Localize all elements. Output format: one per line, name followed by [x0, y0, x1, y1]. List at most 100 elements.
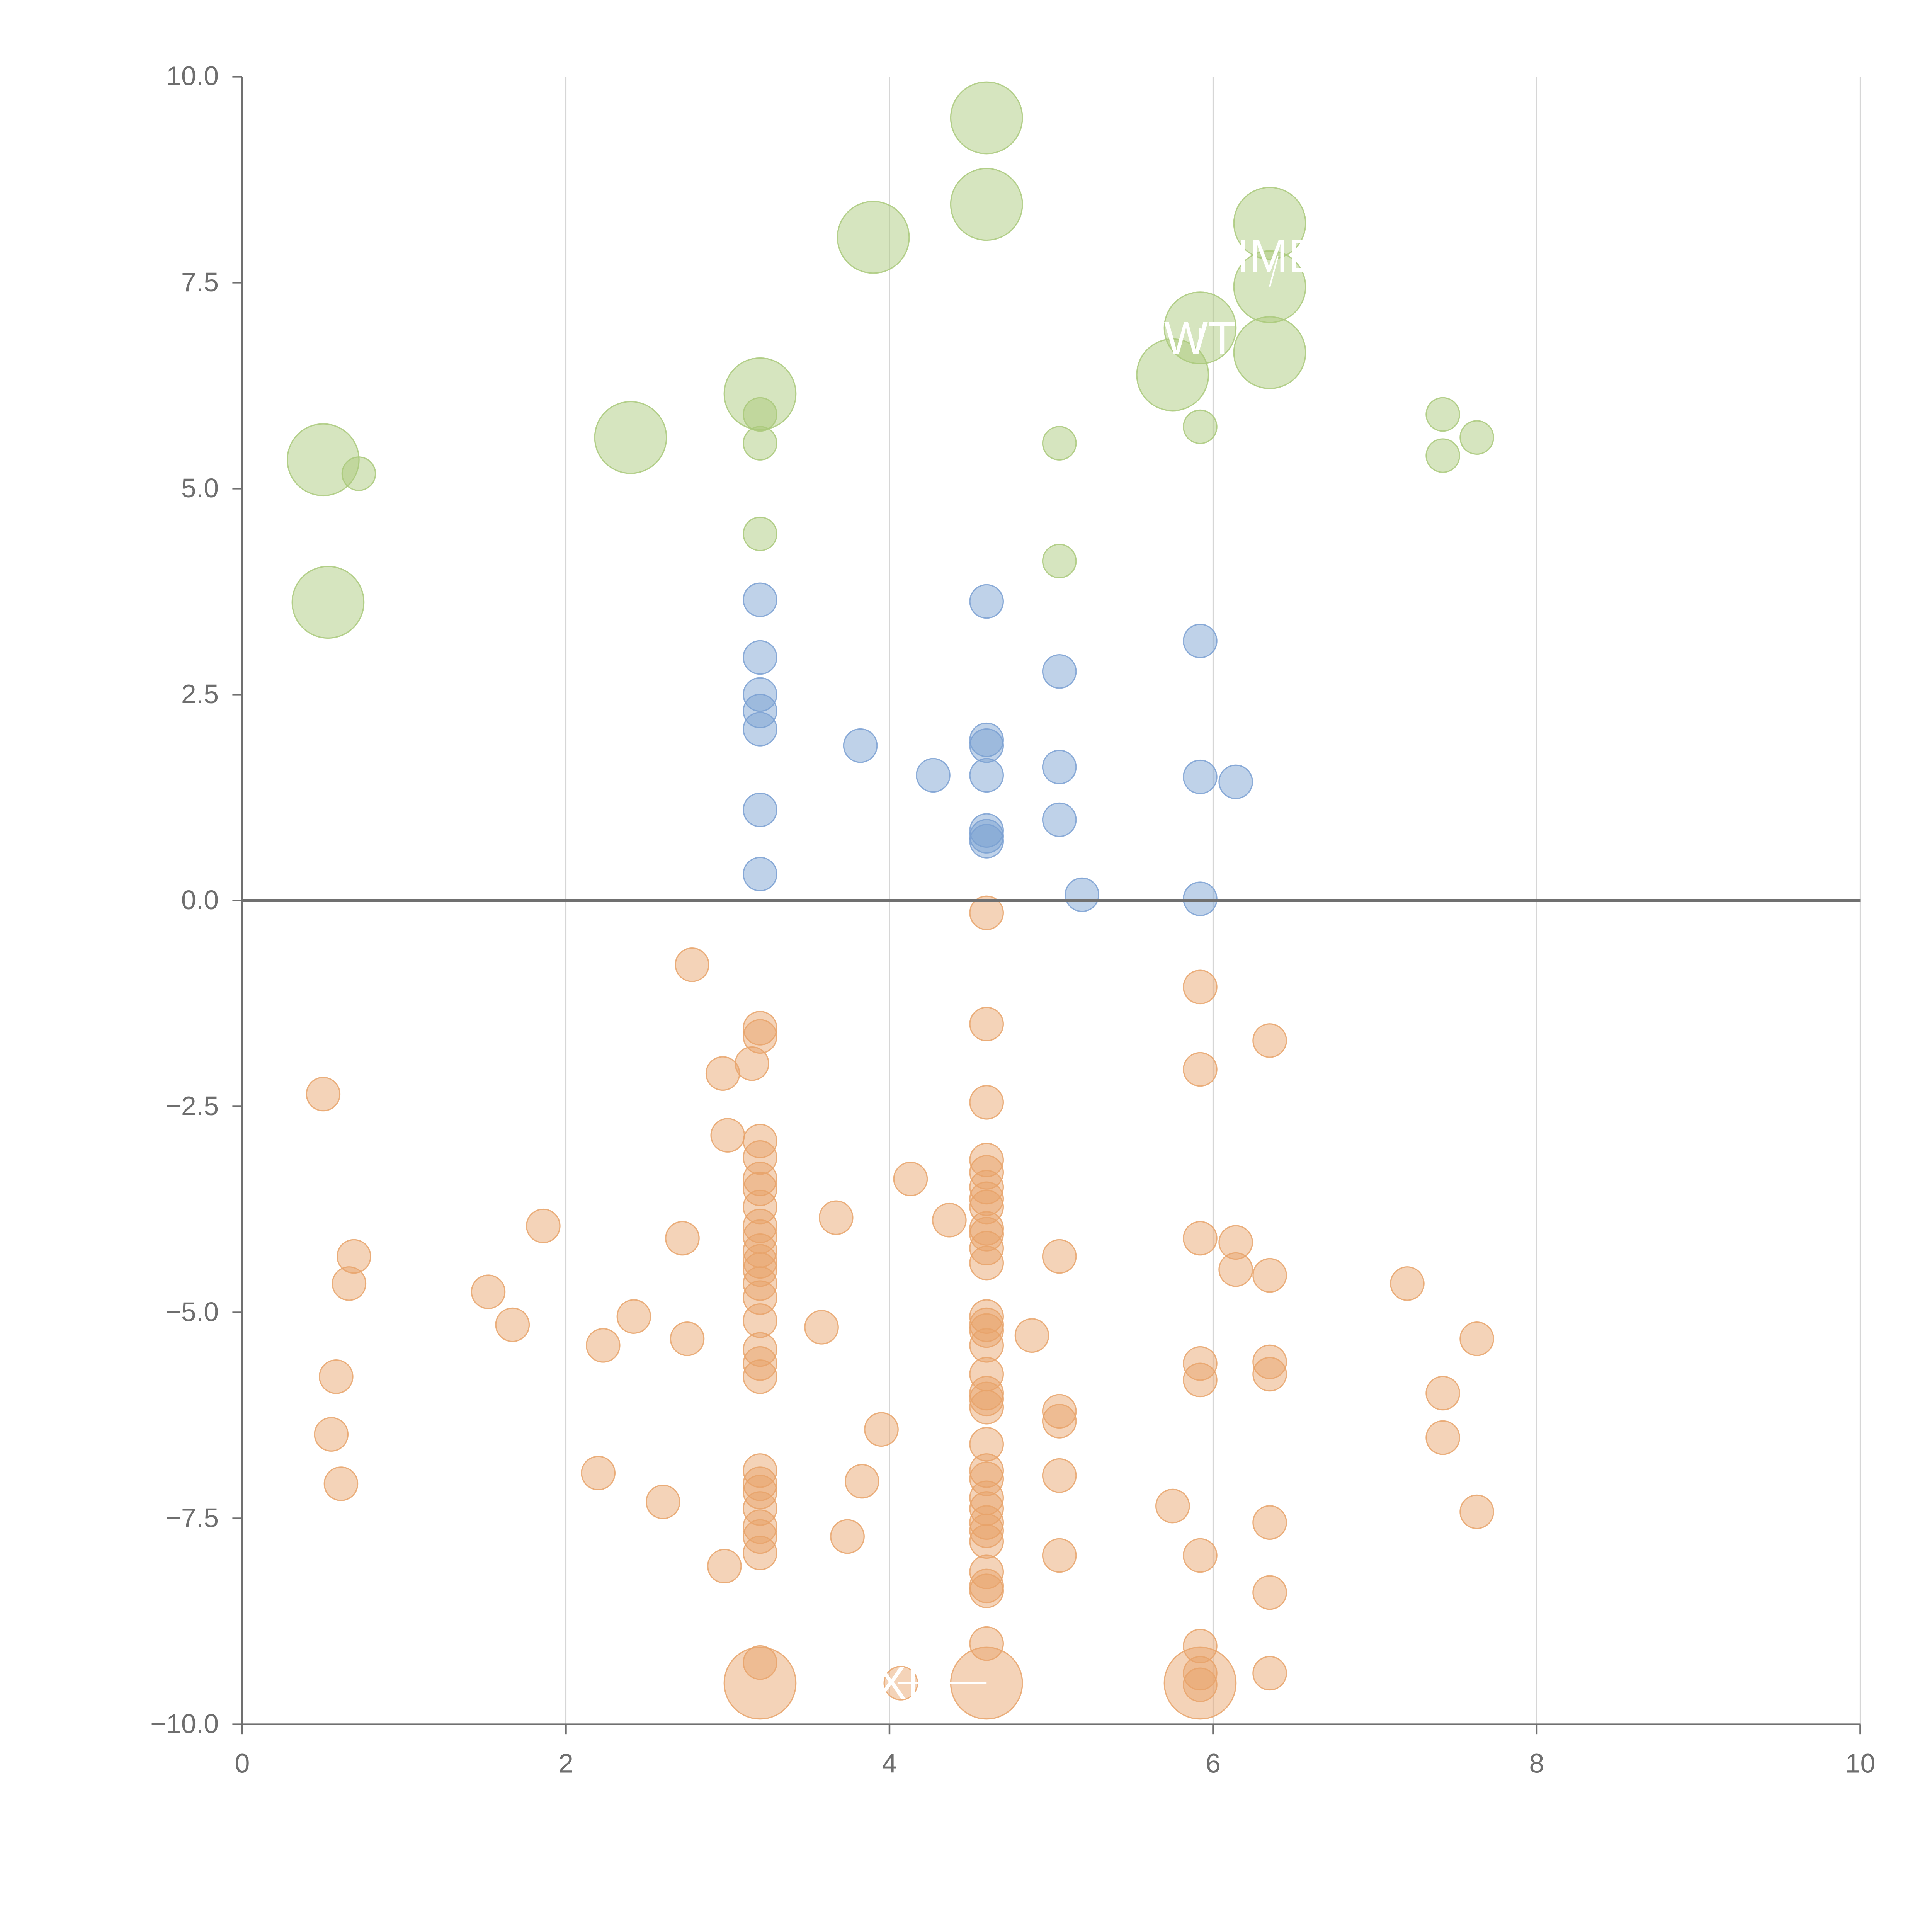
orange-point	[969, 1313, 1004, 1348]
orange-point	[1390, 1266, 1425, 1301]
orange-point	[743, 1189, 777, 1225]
orange-point	[743, 1645, 777, 1680]
orange-point	[743, 1171, 777, 1206]
orange-point	[675, 947, 709, 982]
blue-point	[1183, 624, 1218, 658]
orange-point	[969, 1461, 1004, 1496]
orange-point	[804, 1310, 839, 1345]
orange-point	[743, 1140, 777, 1175]
orange-point	[1252, 1023, 1287, 1058]
blue-point	[743, 582, 777, 617]
orange-point	[969, 1626, 1004, 1661]
orange-point	[743, 1011, 777, 1046]
orange-point	[1425, 1376, 1460, 1411]
orange-point	[581, 1456, 616, 1491]
orange-point	[1183, 1362, 1218, 1398]
green-point	[1233, 316, 1306, 389]
orange-point	[1042, 1404, 1077, 1439]
x-tick-label: 2	[558, 1748, 573, 1778]
orange-point	[645, 1485, 680, 1519]
orange-point	[969, 1554, 1004, 1589]
point-label: WT	[1164, 312, 1236, 364]
green-point	[1425, 397, 1460, 432]
orange-point	[1218, 1252, 1253, 1287]
orange-point	[743, 1332, 777, 1367]
orange-point	[969, 1231, 1004, 1265]
green-point	[743, 397, 777, 432]
orange-point	[743, 1536, 777, 1570]
green-point	[287, 423, 360, 497]
y-tick-label: 5.0	[181, 473, 219, 503]
orange-point	[969, 1505, 1004, 1540]
orange-point	[864, 1412, 899, 1447]
green-point	[1233, 187, 1306, 260]
orange-point	[1218, 1225, 1253, 1260]
green-point	[950, 81, 1023, 155]
orange-point	[1183, 1538, 1218, 1573]
orange-point	[495, 1307, 530, 1342]
orange-point	[932, 1202, 967, 1238]
orange-point	[1042, 1239, 1077, 1274]
blue-point	[743, 712, 777, 747]
orange-point	[819, 1200, 854, 1235]
blue-point	[1042, 654, 1077, 689]
orange-point	[1042, 1538, 1077, 1573]
orange-point	[323, 1466, 359, 1501]
orange-point	[743, 1266, 777, 1301]
orange-point	[845, 1464, 879, 1499]
orange-point	[969, 1085, 1004, 1120]
blue-point	[1042, 802, 1077, 837]
x-tick-label: 10	[1845, 1748, 1876, 1778]
orange-point	[1183, 969, 1218, 1005]
axes: 0 2 4 6 8 10 −10.0 −7.5 −5.0 −2.5 0.0 2.5 5.0 7.5 10.0	[150, 61, 1875, 1779]
blue-point	[843, 728, 878, 763]
orange-point	[1183, 1656, 1218, 1691]
orange-point	[969, 1170, 1004, 1205]
orange-point	[526, 1208, 561, 1243]
blue-point	[743, 640, 777, 675]
orange-point	[1252, 1357, 1287, 1392]
orange-point	[1183, 1667, 1218, 1702]
orange-point	[1155, 1488, 1190, 1524]
orange-point	[1252, 1505, 1287, 1540]
orange-point	[969, 1143, 1004, 1177]
blue-point	[916, 758, 951, 793]
orange-point	[723, 1646, 797, 1720]
orange-point	[1459, 1494, 1494, 1529]
orange-point	[616, 1299, 651, 1334]
point-label: XI	[876, 1657, 919, 1709]
x-tick-label: 8	[1529, 1748, 1544, 1778]
y-tick-label: −2.5	[165, 1091, 219, 1121]
orange-point	[893, 1162, 928, 1196]
blue-point	[969, 758, 1004, 793]
orange-point	[969, 1217, 1004, 1252]
orange-point	[743, 1162, 777, 1196]
blue-point	[969, 584, 1004, 619]
orange-point	[969, 1389, 1004, 1425]
x-tick-label: 4	[882, 1748, 897, 1778]
orange-point	[969, 1381, 1004, 1417]
orange-point	[1183, 1221, 1218, 1256]
orange-point	[1425, 1420, 1460, 1455]
orange-point	[969, 1189, 1004, 1225]
green-point	[1183, 409, 1218, 444]
orange-point	[969, 1328, 1004, 1363]
x-tick-label: 0	[235, 1748, 250, 1778]
orange-point	[1459, 1321, 1494, 1356]
blue-point	[969, 728, 1004, 763]
point-label: IME	[1236, 230, 1319, 282]
orange-point	[969, 1568, 1004, 1604]
orange-point	[969, 895, 1004, 930]
orange-point	[1183, 1629, 1218, 1663]
green-point	[950, 168, 1023, 241]
orange-point	[314, 1417, 349, 1452]
orange-point	[670, 1321, 705, 1356]
orange-point	[743, 1359, 777, 1394]
orange-point	[1252, 1656, 1287, 1691]
orange-point	[471, 1274, 506, 1309]
blue-point	[1218, 764, 1253, 799]
orange-point	[743, 1208, 777, 1243]
green-point	[1459, 420, 1494, 455]
orange-point	[743, 1303, 777, 1338]
orange-point	[1252, 1258, 1287, 1293]
